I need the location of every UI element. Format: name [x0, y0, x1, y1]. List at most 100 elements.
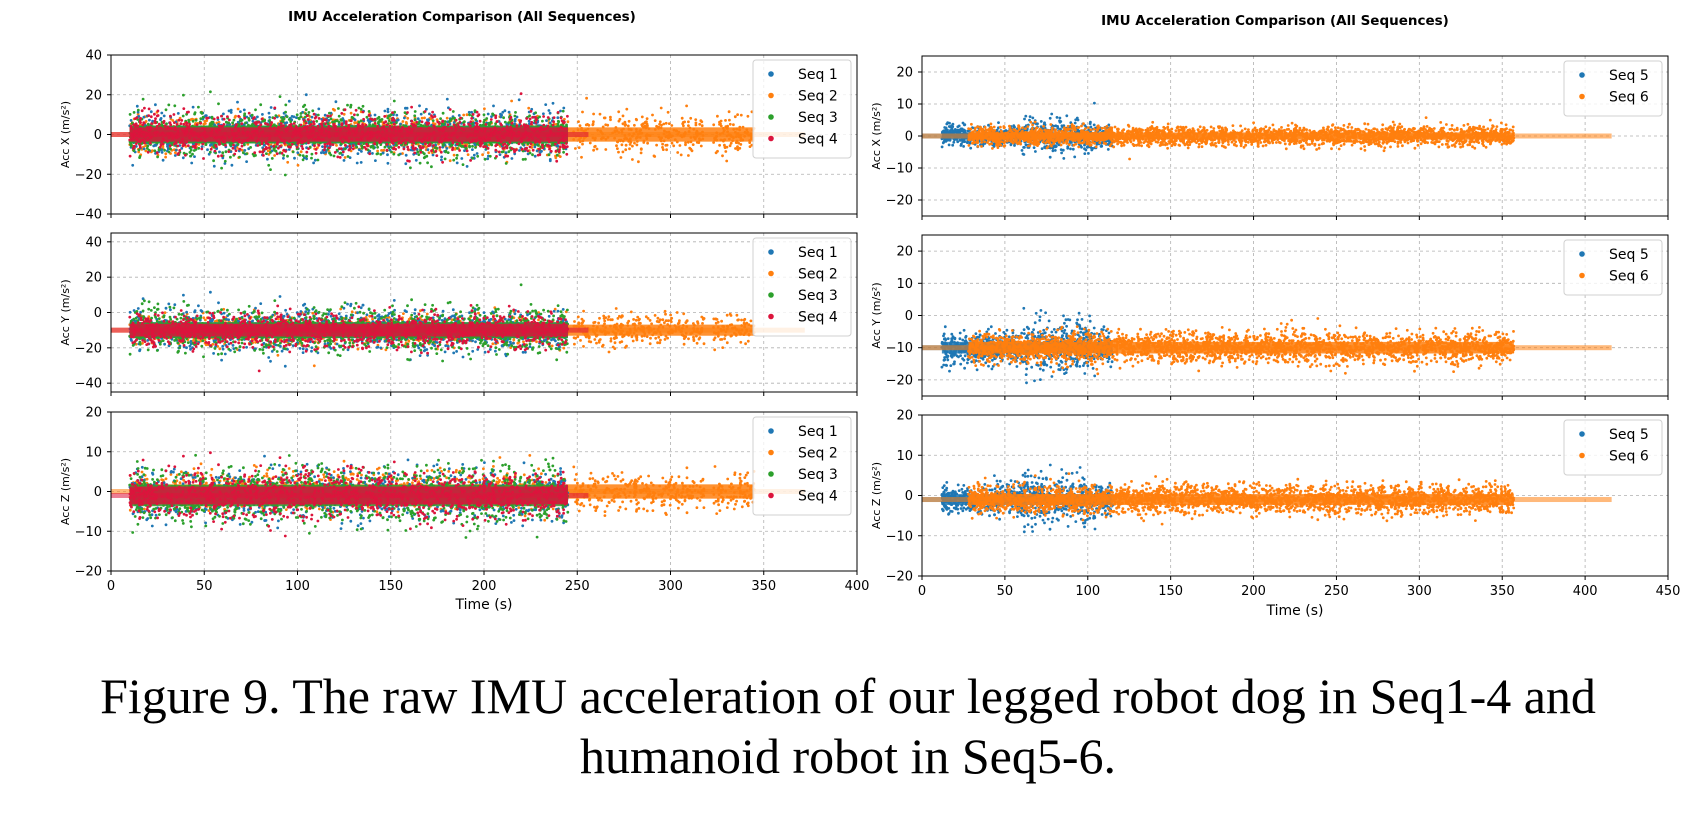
data-point: [189, 154, 192, 158]
data-point: [282, 117, 286, 121]
data-point: [430, 114, 433, 118]
data-point: [724, 150, 728, 153]
y-tick-label: 0: [94, 128, 102, 143]
data-point: [315, 119, 319, 123]
data-point: [221, 156, 225, 160]
data-point: [624, 148, 628, 152]
data-point: [267, 153, 271, 156]
data-point: [206, 148, 209, 152]
data-point: [479, 144, 482, 148]
data-point: [259, 103, 263, 107]
data-point: [632, 318, 635, 321]
data-point: [510, 147, 514, 150]
data-point: [411, 144, 415, 148]
data-point: [273, 154, 276, 157]
data-point: [359, 119, 363, 123]
legend-label: Seq 2: [798, 89, 838, 105]
data-point: [344, 120, 348, 124]
data-point: [338, 152, 342, 155]
data-point: [507, 150, 511, 154]
data-point: [727, 110, 731, 114]
data-point: [474, 118, 478, 121]
data-point: [323, 113, 327, 117]
data-point: [404, 162, 408, 166]
data-point: [492, 104, 495, 108]
data-point: [592, 120, 595, 124]
data-point: [221, 151, 225, 155]
data-point: [395, 113, 399, 117]
data-point: [335, 144, 338, 147]
data-point: [471, 148, 474, 152]
data-point: [464, 147, 468, 150]
data-point: [155, 151, 159, 155]
data-point: [563, 117, 566, 121]
data-point: [199, 121, 203, 125]
data-point: [365, 115, 369, 119]
data-point: [282, 154, 286, 157]
data-point: [418, 145, 422, 148]
data-point: [191, 105, 195, 109]
data-point: [329, 114, 332, 118]
data-point: [691, 143, 695, 147]
data-point: [382, 148, 386, 152]
data-point: [482, 145, 485, 149]
data-point: [349, 111, 353, 115]
data-point: [542, 115, 545, 118]
data-point: [337, 114, 341, 118]
data-point: [690, 149, 694, 153]
data-point: [212, 164, 216, 168]
data-point: [406, 116, 410, 120]
data-point: [289, 145, 292, 149]
data-point: [684, 141, 687, 145]
data-point: [286, 160, 290, 164]
data-point: [348, 156, 352, 160]
data-point: [151, 149, 154, 153]
data-point: [359, 107, 363, 111]
data-point: [416, 150, 420, 154]
data-point: [513, 122, 516, 126]
data-point: [461, 163, 465, 167]
data-point: [471, 113, 475, 116]
data-point: [243, 143, 246, 147]
data-point: [273, 116, 276, 120]
data-point: [425, 107, 428, 111]
data-point: [193, 155, 196, 159]
data-point: [334, 100, 338, 104]
data-point: [392, 113, 395, 117]
data-point: [641, 122, 645, 126]
data-point: [296, 151, 300, 155]
data-point: [236, 143, 240, 146]
data-point: [431, 153, 435, 157]
data-point: [680, 116, 684, 120]
data-point: [304, 112, 308, 115]
data-point: [270, 157, 274, 160]
data-point: [458, 120, 462, 124]
data-point: [197, 105, 200, 109]
data-point: [316, 158, 320, 162]
data-point: [635, 143, 639, 147]
data-point: [390, 118, 394, 122]
data-point: [524, 157, 527, 161]
data-point: [548, 159, 552, 163]
data-point: [300, 144, 304, 148]
data-point: [361, 110, 365, 114]
data-point: [383, 109, 387, 113]
data-point: [215, 147, 219, 151]
data-point: [331, 143, 335, 147]
data-point: [137, 148, 141, 152]
data-point: [448, 159, 452, 163]
data-point: [438, 146, 442, 149]
data-point: [486, 147, 490, 150]
data-point: [200, 147, 204, 151]
data-point: [736, 113, 739, 116]
data-point: [193, 111, 197, 114]
data-point: [153, 112, 156, 116]
data-point: [433, 115, 437, 118]
data-point: [136, 124, 140, 128]
data-point: [374, 159, 377, 163]
data-point: [471, 144, 474, 148]
data-point: [340, 112, 344, 115]
data-point: [489, 118, 493, 121]
data-point: [232, 143, 235, 147]
